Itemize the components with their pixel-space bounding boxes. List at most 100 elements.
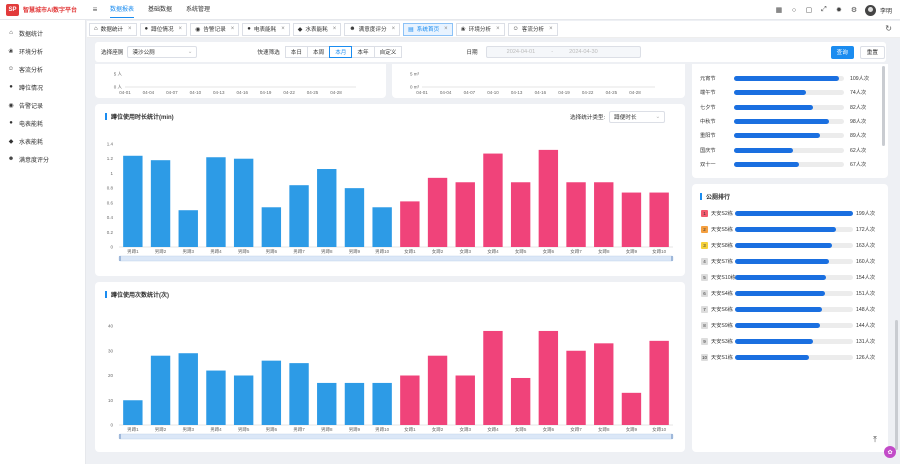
quick-filter-0[interactable]: 本日 xyxy=(284,46,308,58)
assistant-icon[interactable]: ✿ xyxy=(884,446,896,458)
back-to-top-icon[interactable]: ⤒ xyxy=(868,433,882,447)
close-icon[interactable]: × xyxy=(128,26,132,32)
bar-女蹲6 xyxy=(538,330,559,425)
theme-icon[interactable]: ✹ xyxy=(836,7,842,14)
visitor-x-tick: 04-13 xyxy=(213,90,225,95)
quick-filter-label: 快速筛选 xyxy=(257,50,280,56)
visitor-x-tick: 04-01 xyxy=(119,90,131,95)
calendar-icon: ▤ xyxy=(408,26,414,33)
bar-女蹲8 xyxy=(594,182,614,247)
visitor-trend-card: 5 人 0 人 04-01 04-04 04-07 04-10 04-13 04-16 04-1… xyxy=(95,64,386,98)
holiday-row: 重阳节 89人次 xyxy=(700,131,880,140)
holiday-label: 中秋节 xyxy=(700,118,716,125)
sidebar-item-2[interactable]: ☺ 客流分析 xyxy=(0,60,85,78)
sidebar-item-3[interactable]: ● 蹲位情况 xyxy=(0,78,85,96)
search-button[interactable]: 查询 xyxy=(830,45,854,59)
close-icon[interactable]: × xyxy=(549,26,553,32)
x-tick-label: 女蹲1 xyxy=(404,248,416,255)
sidebar-item-1[interactable]: ❀ 环境分析 xyxy=(0,42,85,60)
stat-type-label: 选择统计类型: xyxy=(570,115,606,121)
quick-filter-2[interactable]: 本月 xyxy=(329,46,353,58)
tab-4[interactable]: ◆ 水表能耗 × xyxy=(292,22,342,36)
topnav-item-1[interactable]: 基础数据 xyxy=(148,6,173,13)
sidebar-item-6[interactable]: ◆ 水表能耗 xyxy=(0,132,85,150)
grid-icon[interactable]: ▦ xyxy=(775,7,783,14)
close-icon[interactable]: × xyxy=(496,26,500,32)
stat-type-select[interactable]: 蹲便时长 ⌄ xyxy=(609,111,666,123)
rank-number-badge: 8 xyxy=(701,322,708,329)
page-scrollbar[interactable] xyxy=(895,320,898,450)
close-icon[interactable]: × xyxy=(281,26,285,32)
alarm-icon: ◉ xyxy=(8,102,14,109)
gear-icon[interactable]: ⚙ xyxy=(850,7,858,14)
y-tick-label: 0 xyxy=(110,245,113,250)
toilet-rank-row: 6 天安S4栋 151人次 xyxy=(701,289,885,298)
topnav-item-0[interactable]: 数据报表 xyxy=(110,0,135,20)
visitor-x-tick: 04-22 xyxy=(283,90,295,95)
menu-toggle-icon[interactable]: ≡ xyxy=(92,5,98,14)
holiday-scrollbar[interactable] xyxy=(882,66,885,146)
close-icon[interactable]: × xyxy=(391,26,396,32)
zoom-handle-left xyxy=(119,256,121,261)
toilet-bar-fill xyxy=(735,291,825,296)
toilet-name: 天安S8栋 xyxy=(711,243,733,249)
close-icon[interactable]: × xyxy=(444,26,448,32)
close-icon[interactable]: × xyxy=(230,26,235,32)
bar-女蹲7 xyxy=(566,182,586,247)
quick-filter-3[interactable]: 本年 xyxy=(351,46,375,58)
lock-icon[interactable]: ▢ xyxy=(805,7,813,14)
topnav-item-2[interactable]: 系统管理 xyxy=(186,6,211,13)
sidebar-item-5[interactable]: ● 电表能耗 xyxy=(0,114,85,132)
people-icon: ☺ xyxy=(7,66,15,72)
location-icon: ● xyxy=(9,84,13,90)
tab-3[interactable]: ● 电表能耗 × xyxy=(242,22,290,36)
avatar[interactable] xyxy=(864,4,876,16)
quick-filter-1[interactable]: 本周 xyxy=(306,46,331,58)
y-tick-label: 0 xyxy=(110,423,113,428)
reset-button[interactable]: 重置 xyxy=(859,45,885,59)
chevron-down-icon: ⌄ xyxy=(187,49,193,55)
sidebar-item-4[interactable]: ◉ 告警记录 xyxy=(0,96,85,114)
user-name[interactable]: 李明 xyxy=(879,8,892,15)
location-select[interactable]: 漠沙公厕 ⌄ xyxy=(127,46,198,58)
close-icon[interactable]: × xyxy=(178,26,183,32)
search-icon[interactable]: ○ xyxy=(791,6,797,14)
holiday-label: 国庆节 xyxy=(700,147,716,154)
quick-filter-4[interactable]: 自定义 xyxy=(373,46,403,58)
bar-男蹲2 xyxy=(150,160,171,247)
water-x-tick: 04-19 xyxy=(558,90,570,95)
refresh-icon[interactable]: ↻ xyxy=(885,24,892,33)
date-range-picker[interactable]: 2024-04-01 - 2024-04-30 xyxy=(485,46,641,58)
x-tick-label: 女蹲5 xyxy=(515,426,527,433)
holiday-label: 双十一 xyxy=(700,161,716,168)
tab-8[interactable]: ☺ 客流分析 × xyxy=(507,22,558,36)
bar-女蹲4 xyxy=(483,330,503,425)
fullscreen-icon[interactable]: ⤢ xyxy=(821,6,827,13)
tab-bar: ⌂ 数据统计 × ● 蹲位情况 × ◉ 告警记录 × ● 电表能耗 × ◆ 水表能耗 × ☻ 满意度评分 × ▤ 系统… xyxy=(87,21,900,38)
bar-女蹲1 xyxy=(400,201,420,247)
x-tick-label: 男蹲3 xyxy=(182,426,194,433)
x-tick-label: 女蹲9 xyxy=(626,426,638,433)
visitor-x-tick: 04-19 xyxy=(260,90,272,95)
tab-1[interactable]: ● 蹲位情况 × xyxy=(139,22,188,36)
tab-0[interactable]: ⌂ 数据统计 × xyxy=(89,22,137,36)
app-logo[interactable]: SP 智慧城市AI数字平台 xyxy=(0,3,86,16)
y-tick-label: 0.8 xyxy=(107,186,114,191)
close-icon[interactable]: × xyxy=(332,26,337,32)
toilet-name: 天安S4栋 xyxy=(711,291,733,297)
water-x-tick: 04-04 xyxy=(440,90,452,95)
sidebar-item-0[interactable]: ⌂ 数据统计 xyxy=(0,24,85,42)
toilet-rank-card: 公厕排行 1 天安S2栋 199人次 2 天安S5栋 172人次 3 天安S8栋 163人次 4 天… xyxy=(692,184,888,452)
bar-男蹲1 xyxy=(123,400,143,425)
toilet-rank-row: 8 天安S9栋 144人次 xyxy=(701,321,885,330)
bar-男蹲1 xyxy=(123,155,143,247)
toilet-value: 131人次 xyxy=(856,339,876,345)
tab-2[interactable]: ◉ 告警记录 × xyxy=(190,22,240,36)
visitor-trend-chart: 5 人 0 人04-01 04-04 04-07 04-10 04-13 04-16 04-1… xyxy=(114,72,356,95)
tab-label: 环境分析 xyxy=(468,27,492,33)
sidebar-item-7[interactable]: ☻ 满意度评分 xyxy=(0,150,85,168)
tab-5[interactable]: ☻ 满意度评分 × xyxy=(344,22,401,36)
tab-6[interactable]: ▤ 系统首页 × xyxy=(403,22,453,36)
tab-7[interactable]: ❀ 环境分析 × xyxy=(455,22,505,36)
